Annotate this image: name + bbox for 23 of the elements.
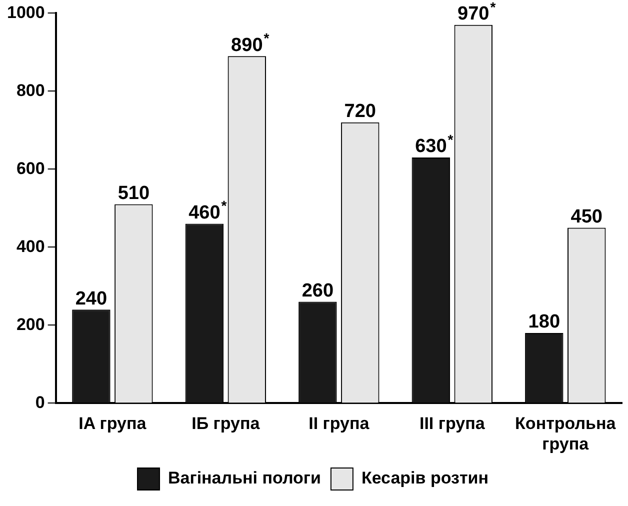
y-tick-label: 600: [16, 158, 45, 178]
x-tick-label: IБ група: [192, 414, 260, 434]
data-label: 970*: [458, 0, 496, 25]
data-label: 460*: [188, 198, 228, 224]
y-tick-label: 200: [16, 314, 45, 334]
x-tick-label: Контрольна група: [515, 414, 616, 454]
legend-label: Кесарів розтин: [361, 468, 488, 488]
y-tick-label: 400: [16, 236, 45, 256]
legend-label: Вагінальні пологи: [168, 468, 321, 488]
y-tick-label: 0: [35, 392, 45, 412]
data-label: 180: [528, 312, 560, 333]
data-label: 510: [118, 183, 150, 204]
data-label: 260: [302, 280, 334, 302]
y-tick-label: 1000: [6, 2, 45, 22]
y-tick-label: 800: [16, 80, 45, 100]
x-tick-label: IA група: [78, 414, 147, 434]
x-tick-label: III група: [419, 414, 486, 434]
data-label: 450: [570, 206, 602, 228]
data-label: 240: [75, 288, 108, 310]
data-label: 890*: [231, 30, 270, 56]
data-label: 720: [344, 101, 376, 122]
x-tick-label: II група: [308, 414, 370, 434]
data-label: 630*: [415, 131, 454, 158]
